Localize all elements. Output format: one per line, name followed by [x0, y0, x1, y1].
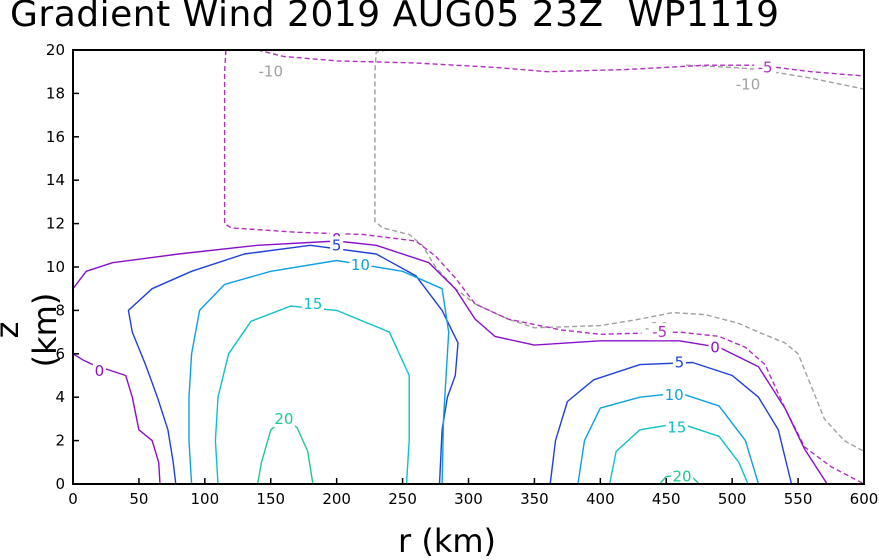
x-tick-label: 350 [520, 490, 549, 508]
contour-label: -5 [652, 323, 667, 341]
contour-label: 5 [675, 353, 685, 371]
y-axis-label: z (km) [0, 292, 64, 368]
contour-line-5 [127, 244, 459, 485]
contour-label-background [663, 386, 686, 404]
y-tick-label: 2 [55, 432, 65, 450]
contour-label-background [665, 418, 688, 436]
x-tick-label: 200 [322, 490, 351, 508]
x-tick-label: 50 [129, 490, 148, 508]
contour-label: 0 [710, 338, 720, 356]
x-tick-label: 250 [388, 490, 417, 508]
contour-label-background [349, 255, 372, 273]
contour-label: 15 [667, 419, 686, 437]
y-tick-label: 12 [46, 215, 65, 233]
contour-label: -5 [758, 58, 773, 76]
chart-title: Gradient Wind 2019 AUG05 23Z WP1119 [10, 0, 780, 35]
x-axis-label: r (km) [398, 522, 496, 560]
contour-line-15 [214, 305, 410, 485]
contour-label: 10 [665, 386, 684, 404]
contour-line--10 [374, 49, 865, 453]
x-tick-label: 300 [454, 490, 483, 508]
contour-line-20 [256, 418, 314, 485]
x-tick-label: 450 [652, 490, 681, 508]
contour-label: 10 [351, 256, 370, 274]
y-tick-label: 10 [46, 258, 65, 276]
contour-label-background [648, 323, 671, 341]
x-tick-label: 600 [850, 490, 879, 508]
contour-label: -10 [259, 63, 284, 81]
x-tick-label: 400 [586, 490, 615, 508]
contour-label-background [92, 362, 106, 380]
y-tick-label: 16 [46, 128, 65, 146]
x-tick-label: 150 [256, 490, 285, 508]
contour-label: 15 [303, 295, 322, 313]
x-tick-label: 100 [191, 490, 220, 508]
x-tick-label: 0 [68, 490, 78, 508]
y-tick-label: 14 [46, 171, 65, 189]
contour-label: 20 [274, 410, 293, 428]
y-tick-label: 4 [55, 388, 65, 406]
y-tick-label: 18 [46, 84, 65, 102]
contour-label-background [732, 75, 764, 93]
contour-label-background [272, 409, 295, 427]
x-tick-label: 550 [784, 490, 813, 508]
x-tick-label: 500 [718, 490, 747, 508]
contour-label: 5 [332, 236, 342, 254]
y-tick-label: 8 [55, 301, 65, 319]
contour-line-10 [577, 392, 760, 485]
contour-line-5 [549, 361, 793, 485]
contour-line-0 [72, 240, 828, 485]
contour-line-10 [188, 259, 450, 485]
contour-label-background [671, 467, 694, 485]
contour-line-0 [72, 353, 161, 485]
contour-label-background [330, 236, 344, 254]
contour-label: -10 [736, 76, 761, 94]
y-tick-label: 0 [55, 475, 65, 493]
contour-label-background [754, 58, 777, 76]
contour-label-background [672, 353, 686, 371]
y-tick-label: 20 [46, 41, 65, 59]
plot-frame [72, 49, 865, 485]
contour-label: 20 [673, 467, 692, 485]
y-tick-label: 6 [55, 345, 65, 363]
contour-label-background [708, 338, 722, 356]
contour-label: 0 [95, 362, 105, 380]
contour-label-background [301, 294, 324, 312]
contour-line--5 [223, 49, 865, 485]
contour-label-background [255, 62, 287, 80]
